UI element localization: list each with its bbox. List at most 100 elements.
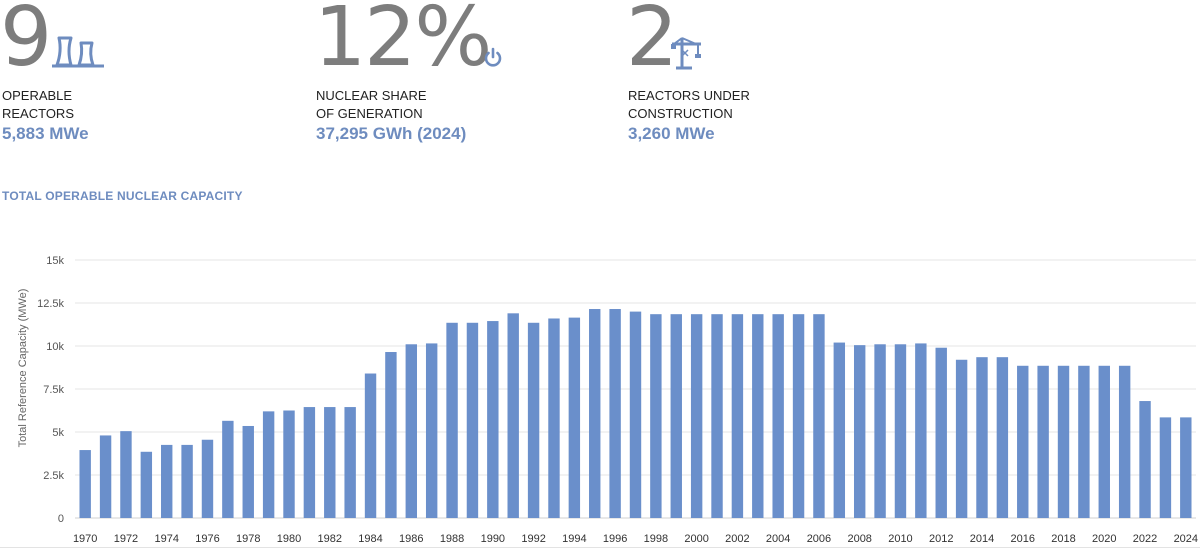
- stat-label-line1: REACTORS UNDER: [628, 88, 750, 103]
- bar-2011: [915, 343, 927, 518]
- stat-label-line1: NUCLEAR SHARE: [316, 88, 427, 103]
- chart-y-axis-label: Total Reference Capacity (MWe): [17, 289, 29, 448]
- x-tick-label: 1988: [440, 533, 464, 545]
- x-tick-label: 1982: [318, 533, 342, 545]
- bar-1988: [446, 322, 458, 518]
- cooling-tower-icon: [52, 36, 104, 68]
- bar-2012: [935, 347, 947, 518]
- bar-1973: [140, 451, 153, 518]
- y-tick-label: 0: [58, 513, 64, 525]
- stat-label-line2: OF GENERATION: [316, 106, 423, 121]
- stat-label: NUCLEAR SHARE OF GENERATION: [316, 87, 536, 123]
- bar-1986: [405, 344, 417, 518]
- bar-1990: [487, 321, 499, 518]
- bar-2000: [690, 314, 703, 518]
- bar-2010: [894, 344, 907, 518]
- bar-2003: [752, 314, 764, 518]
- x-tick-label: 2018: [1051, 533, 1075, 545]
- bar-2009: [874, 344, 886, 518]
- x-tick-label: 1970: [73, 533, 97, 545]
- y-tick-label: 15k: [46, 255, 64, 267]
- stat-number: 2: [626, 0, 678, 85]
- bar-1981: [303, 407, 316, 518]
- bar-2001: [711, 314, 723, 518]
- bar-2018: [1057, 365, 1070, 518]
- bar-2013: [955, 359, 968, 518]
- stat-label: OPERABLE REACTORS: [2, 87, 222, 123]
- stat-number: 9: [0, 0, 52, 85]
- x-tick-label: 1990: [481, 533, 505, 545]
- bar-1970: [79, 450, 91, 518]
- bar-2006: [813, 314, 825, 518]
- x-tick-label: 1976: [195, 533, 219, 545]
- x-tick-label: 2022: [1133, 533, 1157, 545]
- x-tick-label: 1974: [154, 533, 178, 545]
- y-tick-label: 10k: [46, 341, 64, 353]
- x-tick-label: 1972: [114, 533, 138, 545]
- bar-2015: [996, 357, 1009, 518]
- bar-1971: [99, 435, 112, 518]
- x-tick-label: 1996: [603, 533, 627, 545]
- bar-1978: [242, 425, 254, 518]
- bar-1974: [161, 444, 173, 518]
- bar-2022: [1139, 401, 1151, 518]
- bar-2005: [792, 314, 805, 518]
- bar-2004: [772, 314, 784, 518]
- stat-label-line2: REACTORS: [2, 106, 74, 121]
- x-tick-label: 1984: [358, 533, 382, 545]
- bar-1979: [262, 411, 275, 518]
- bar-1998: [650, 314, 662, 518]
- chart-x-tick-labels: 1970 1972 1974 1976 1978 1980 1982 1984 1986 1988…: [73, 533, 1198, 545]
- bar-2020: [1098, 365, 1110, 518]
- power-icon: [484, 47, 502, 67]
- x-tick-label: 2016: [1011, 533, 1035, 545]
- bar-2007: [833, 342, 846, 518]
- stat-label-line1: OPERABLE: [2, 88, 73, 103]
- x-tick-label: 2010: [888, 533, 912, 545]
- bar-1994: [568, 317, 581, 518]
- x-tick-label: 2002: [725, 533, 749, 545]
- bar-2016: [1017, 365, 1029, 518]
- bar-1980: [283, 410, 295, 518]
- bar-1989: [466, 322, 479, 518]
- bar-1991: [507, 313, 519, 518]
- stat-number: 12%: [314, 0, 492, 85]
- y-tick-label: 2.5k: [43, 470, 64, 482]
- bar-1999: [670, 314, 682, 518]
- x-tick-label: 2004: [766, 533, 790, 545]
- bar-1985: [385, 352, 397, 518]
- stat-value: 5,883 MWe: [2, 124, 89, 143]
- y-tick-label: 7.5k: [43, 384, 64, 396]
- crane-icon: [671, 37, 701, 70]
- stat-value: 37,295 GWh (2024): [316, 124, 467, 143]
- bar-1987: [425, 343, 438, 518]
- bar-2008: [853, 345, 866, 518]
- bar-2019: [1078, 365, 1090, 518]
- x-tick-label: 2024: [1174, 533, 1198, 545]
- bar-1992: [527, 322, 540, 518]
- x-tick-label: 1998: [644, 533, 668, 545]
- x-tick-label: 2000: [684, 533, 708, 545]
- x-tick-label: 2012: [929, 533, 953, 545]
- bar-2002: [731, 314, 744, 518]
- capacity-bar-chart: 0 2.5k 5k 7.5k 10k 12.5k 15k Total Reference C…: [17, 255, 1198, 545]
- x-tick-label: 2014: [970, 533, 994, 545]
- bar-1983: [344, 407, 356, 518]
- y-tick-label: 5k: [52, 427, 64, 439]
- bar-1997: [629, 311, 642, 518]
- bar-1995: [589, 309, 601, 518]
- bar-2021: [1118, 365, 1131, 518]
- bar-2017: [1037, 365, 1049, 518]
- stat-label: REACTORS UNDER CONSTRUCTION: [628, 87, 848, 123]
- x-tick-label: 1992: [521, 533, 545, 545]
- bar-1993: [548, 318, 560, 518]
- x-tick-label: 1986: [399, 533, 423, 545]
- section-title: TOTAL OPERABLE NUCLEAR CAPACITY: [2, 189, 243, 203]
- x-tick-label: 1994: [562, 533, 586, 545]
- bar-2014: [976, 357, 988, 518]
- chart-bars: [79, 309, 1192, 518]
- bar-2023: [1159, 417, 1172, 518]
- bar-1984: [364, 373, 377, 518]
- x-tick-label: 2020: [1092, 533, 1116, 545]
- bar-1977: [222, 420, 234, 518]
